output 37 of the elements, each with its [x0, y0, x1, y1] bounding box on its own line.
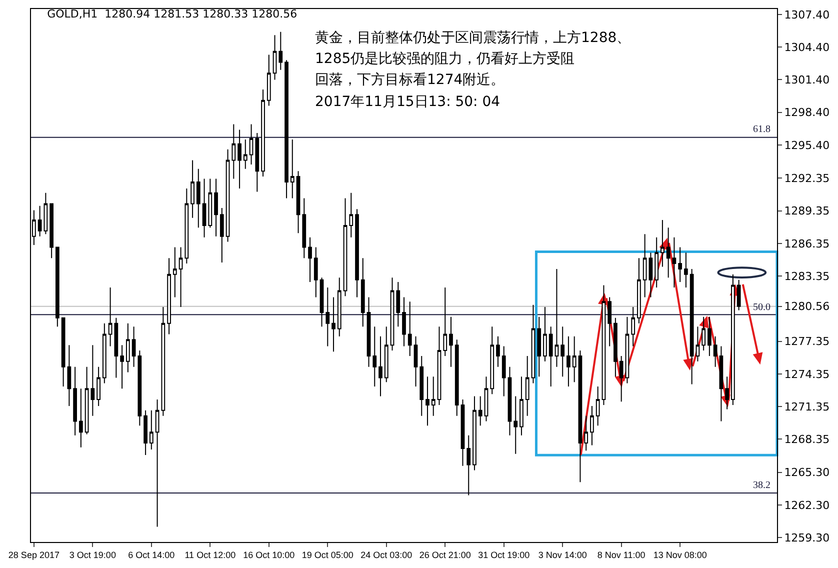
- x-tick-label: 19 Oct 05:00: [302, 550, 354, 560]
- x-tick-label: 11 Oct 12:00: [184, 550, 236, 560]
- annotation: 黄金，目前整体仍处于区间震荡行情，上方1288、: [315, 30, 631, 46]
- annotation: 1285仍是比较强的阻力，仍看好上方受阻: [315, 51, 575, 67]
- y-tick-label: 1271.35: [784, 400, 830, 414]
- y-tick-label: 1307.40: [784, 8, 830, 22]
- annotation: 61.8: [753, 124, 770, 135]
- x-tick-label: 26 Oct 21:00: [419, 550, 471, 560]
- x-tick-label: 31 Oct 19:00: [478, 550, 530, 560]
- x-tick-label: 3 Nov 14:00: [538, 550, 587, 560]
- x-tick-label: 16 Oct 10:00: [243, 550, 295, 560]
- y-tick-label: 1304.40: [784, 40, 830, 54]
- y-tick-label: 1259.30: [784, 532, 830, 544]
- annotation: 2017年11月15日13: 50: 04: [315, 94, 500, 110]
- annotation: 回落，下方目标看1274附近。: [315, 72, 505, 88]
- x-tick-label: 3 Oct 19:00: [69, 550, 116, 560]
- y-tick-label: 1265.30: [784, 466, 830, 480]
- x-tick-label: 24 Oct 03:00: [360, 550, 412, 560]
- x-tick-label: 28 Sep 2017: [8, 550, 60, 560]
- y-tick-label: 1289.35: [784, 204, 830, 218]
- y-tick-label: 1262.30: [784, 498, 830, 512]
- x-tick-label: 13 Nov 08:00: [653, 550, 707, 560]
- x-tick-label: 6 Oct 14:00: [128, 550, 175, 560]
- y-tick-label: 1283.35: [784, 270, 830, 283]
- chart-title: GOLD,H1 1280.94 1281.53 1280.33 1280.56: [47, 8, 298, 21]
- y-tick-label: 1301.40: [784, 74, 830, 87]
- x-tick-label: 8 Nov 11:00: [597, 550, 646, 560]
- y-tick-label: 1274.35: [784, 368, 830, 381]
- annotation: 50.0: [753, 302, 770, 313]
- y-tick-label: 1280.56: [784, 300, 830, 314]
- y-tick-label: 1298.40: [784, 106, 830, 120]
- y-tick-label: 1277.35: [784, 335, 830, 348]
- y-tick-label: 1295.40: [784, 138, 830, 152]
- y-tick-label: 1286.35: [784, 237, 830, 250]
- annotation: 38.2: [753, 480, 770, 491]
- y-tick-label: 1292.35: [784, 172, 830, 185]
- y-tick-label: 1268.35: [784, 433, 830, 446]
